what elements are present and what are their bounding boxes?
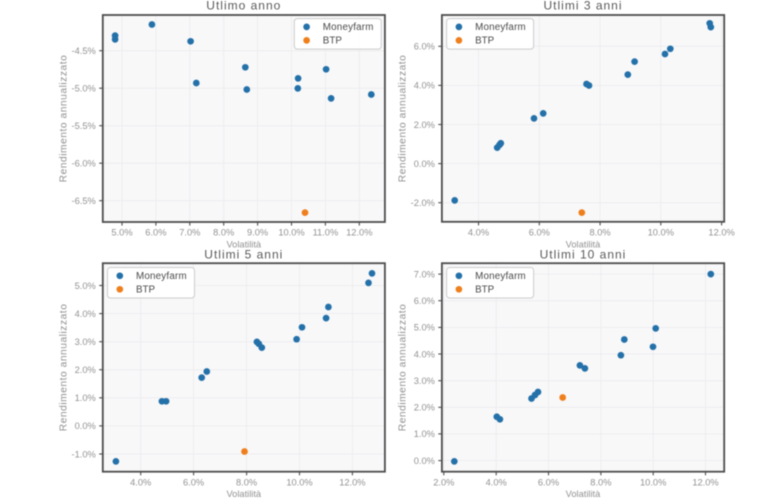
svg-text:BTP: BTP (136, 285, 156, 296)
svg-text:Utlimi 10 anni: Utlimi 10 anni (540, 248, 627, 262)
svg-text:BTP: BTP (475, 285, 495, 296)
svg-text:12.0%: 12.0% (346, 228, 372, 238)
svg-text:8.0%: 8.0% (236, 477, 257, 487)
svg-text:8.0%: 8.0% (213, 228, 234, 238)
svg-text:3.0%: 3.0% (75, 337, 96, 347)
svg-text:6.0%: 6.0% (183, 477, 204, 487)
svg-text:10.0%: 10.0% (648, 228, 674, 238)
svg-text:Utlimo anno: Utlimo anno (206, 0, 281, 13)
svg-text:Rendimento annualizzato: Rendimento annualizzato (398, 55, 409, 183)
svg-text:Volatilità: Volatilità (226, 240, 261, 250)
svg-text:Moneyfarm: Moneyfarm (323, 22, 374, 33)
svg-text:4.0%: 4.0% (130, 477, 151, 487)
svg-text:3.0%: 3.0% (414, 376, 435, 386)
svg-text:0.0%: 0.0% (414, 159, 435, 169)
svg-text:1.0%: 1.0% (414, 429, 435, 439)
svg-text:7.0%: 7.0% (179, 228, 200, 238)
svg-text:10.0%: 10.0% (640, 477, 666, 487)
svg-text:-6.5%: -6.5% (72, 196, 96, 206)
svg-text:Utlimi 3 anni: Utlimi 3 anni (543, 0, 622, 13)
svg-text:Rendimento annualizzato: Rendimento annualizzato (59, 55, 70, 183)
svg-text:12.0%: 12.0% (708, 228, 734, 238)
svg-text:2.0%: 2.0% (433, 477, 454, 487)
svg-text:6.0%: 6.0% (529, 228, 550, 238)
svg-text:4.0%: 4.0% (468, 228, 489, 238)
svg-text:Rendimento annualizzato: Rendimento annualizzato (59, 304, 70, 432)
svg-text:-5.0%: -5.0% (72, 84, 96, 94)
svg-text:2.0%: 2.0% (414, 120, 435, 130)
svg-text:10.0%: 10.0% (286, 477, 312, 487)
svg-text:12.0%: 12.0% (692, 477, 718, 487)
svg-text:1.0%: 1.0% (75, 393, 96, 403)
svg-text:6.0%: 6.0% (538, 477, 559, 487)
svg-text:BTP: BTP (475, 36, 495, 47)
svg-text:5.0%: 5.0% (414, 323, 435, 333)
svg-text:-5.5%: -5.5% (72, 121, 96, 131)
svg-text:8.0%: 8.0% (590, 477, 611, 487)
svg-text:0.0%: 0.0% (75, 421, 96, 431)
svg-text:4.0%: 4.0% (75, 309, 96, 319)
svg-text:11.0%: 11.0% (313, 228, 339, 238)
svg-text:0.0%: 0.0% (414, 456, 435, 466)
svg-text:Volatilità: Volatilità (566, 489, 601, 499)
svg-text:-6.0%: -6.0% (72, 159, 96, 169)
svg-text:2.0%: 2.0% (414, 403, 435, 413)
svg-text:4.0%: 4.0% (486, 477, 507, 487)
svg-text:9.0%: 9.0% (247, 228, 268, 238)
svg-text:Moneyfarm: Moneyfarm (475, 271, 526, 282)
svg-text:Utlimi 5 anni: Utlimi 5 anni (204, 248, 283, 262)
svg-text:6.0%: 6.0% (414, 42, 435, 52)
svg-text:Rendimento annualizzato: Rendimento annualizzato (398, 304, 409, 432)
svg-text:4.0%: 4.0% (414, 349, 435, 359)
svg-text:2.0%: 2.0% (75, 365, 96, 375)
svg-text:4.0%: 4.0% (414, 81, 435, 91)
svg-text:-4.5%: -4.5% (72, 46, 96, 56)
svg-text:Volatilità: Volatilità (226, 489, 261, 499)
svg-text:6.0%: 6.0% (145, 228, 166, 238)
svg-text:5.0%: 5.0% (111, 228, 132, 238)
svg-text:BTP: BTP (323, 36, 343, 47)
svg-text:6.0%: 6.0% (414, 296, 435, 306)
svg-text:5.0%: 5.0% (75, 281, 96, 291)
svg-text:Moneyfarm: Moneyfarm (136, 271, 187, 282)
svg-text:10.0%: 10.0% (278, 228, 304, 238)
svg-text:-2.0%: -2.0% (411, 198, 435, 208)
svg-text:Volatilità: Volatilità (566, 239, 601, 249)
svg-text:7.0%: 7.0% (414, 269, 435, 279)
svg-text:Moneyfarm: Moneyfarm (475, 22, 526, 33)
svg-text:12.0%: 12.0% (339, 477, 365, 487)
svg-text:8.0%: 8.0% (589, 228, 610, 238)
svg-text:-1.0%: -1.0% (72, 449, 96, 459)
